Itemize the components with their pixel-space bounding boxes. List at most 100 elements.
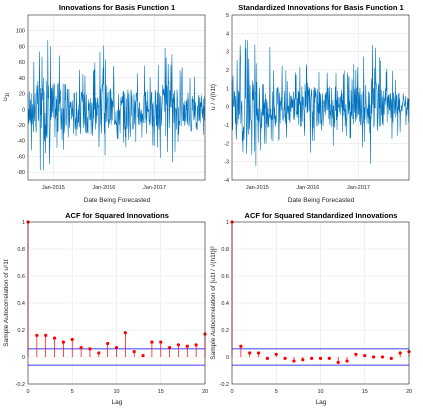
y-tick-label: 0.2 — [17, 328, 25, 334]
x-tick-label: 0 — [26, 389, 29, 395]
chart-title: Innovations for Basis Function 1 — [59, 3, 175, 12]
acf-marker — [327, 356, 331, 360]
y-axis-label: u / √(h1t) — [209, 84, 217, 110]
acf-marker — [265, 356, 269, 360]
acf-marker — [318, 356, 323, 360]
acf-marker — [88, 347, 92, 351]
x-tick-label: 10 — [113, 389, 119, 395]
acf-marker — [398, 351, 402, 355]
y-tick-label: 0.6 — [17, 274, 25, 280]
acf-marker — [79, 345, 83, 350]
chart-title: ACF for Squared Standardized Innovations — [245, 211, 398, 220]
y-tick-label: 60 — [19, 60, 25, 66]
acf-marker — [292, 359, 296, 363]
y-tick-label: 1 — [22, 220, 25, 226]
x-tick-label: 5 — [71, 389, 74, 395]
x-tick-label: 20 — [406, 389, 412, 395]
chart-title: ACF for Squared Innovations — [65, 211, 169, 220]
acf-marker — [35, 333, 39, 337]
acf-marker — [283, 356, 287, 360]
y-tick-label: 0.8 — [221, 247, 229, 253]
y-tick-label: 0 — [226, 355, 229, 361]
x-tick-label: 5 — [275, 389, 278, 395]
acf-marker — [310, 356, 314, 360]
y-tick-label: -40 — [17, 139, 25, 145]
tick-labels: -0.200.20.40.60.810 5 10 15 20 — [220, 220, 413, 395]
acf-marker — [159, 340, 163, 344]
y-tick-label: 0 — [22, 107, 25, 113]
x-tick-label: Jan-2017 — [143, 185, 166, 191]
y-tick-label: 0.2 — [221, 328, 229, 334]
y-tick-label: 0.4 — [221, 301, 229, 307]
x-tick-label: Jan-2016 — [296, 185, 319, 191]
y-tick-label: -20 — [17, 123, 25, 129]
acf-marker — [256, 351, 261, 355]
panel-acf-squared-standardized: ACF for Squared Standardized Innovations… — [209, 211, 412, 406]
plot-frame — [231, 14, 410, 181]
x-axis-label: Date Being Forecasted — [288, 197, 355, 204]
y-tick-label: 100 — [16, 29, 25, 35]
y-tick-label: -60 — [17, 154, 25, 160]
acf-marker — [61, 340, 65, 344]
series-line — [231, 39, 410, 166]
confidence-bounds — [232, 348, 409, 366]
acf-marker — [106, 341, 110, 346]
x-tick-label: Jan-2015 — [42, 185, 65, 191]
acf-marker — [345, 359, 349, 363]
x-tick-label: Jan-2017 — [347, 185, 370, 191]
y-tick-label: 1 — [226, 220, 229, 226]
y-tick-label: 80 — [19, 44, 25, 50]
series-line — [27, 40, 206, 171]
acf-marker — [194, 343, 198, 347]
y-tick-label: 0 — [226, 105, 229, 111]
x-tick-label: Jan-2015 — [246, 185, 269, 191]
acf-marker — [248, 351, 252, 355]
y-tick-label: -2 — [224, 141, 229, 147]
tick-labels: -80 -60 -40 -20 0 20 40 60 80 100 Jan-2015 Jan-2016… — [16, 29, 166, 191]
acf-marker — [52, 336, 57, 340]
x-tick-label: 15 — [158, 389, 164, 395]
x-tick-label: 0 — [230, 389, 233, 395]
tick-labels: -4 -3 -2 -1 0 1 2 3 4 5 Jan-2015 Jan-2016 Jan-2017 — [224, 13, 370, 191]
y-axis-label: Sample Autocorrelation of [u1t / √(h1t)]… — [209, 245, 217, 359]
y-tick-label: 20 — [19, 92, 25, 98]
x-axis-label: Date Being Forecasted — [84, 197, 151, 204]
x-tick-label: 15 — [362, 389, 368, 395]
acf-marker — [301, 358, 305, 362]
acf-marker — [239, 344, 243, 348]
y-tick-label: -1 — [224, 123, 229, 129]
y-axis-label: Sample Autocorrelation of u²1t — [3, 259, 10, 347]
acf-marker — [114, 345, 119, 350]
acf-marker — [389, 356, 393, 360]
y-tick-label: 0 — [22, 355, 25, 361]
plot-frame — [27, 221, 206, 385]
acf-marker — [141, 354, 145, 358]
acf-marker — [132, 350, 136, 354]
y-tick-label: 5 — [226, 13, 229, 19]
y-tick-label: 0.4 — [17, 301, 25, 307]
acf-marker — [168, 345, 172, 350]
chart-title: Standardized Innovations for Basis Funct… — [238, 3, 403, 12]
y-tick-label: 2 — [226, 68, 229, 74]
panel-standardized-innovations: Standardized Innovations for Basis Funct… — [209, 3, 410, 204]
x-tick-label: 10 — [317, 389, 323, 395]
plot-frame — [231, 221, 410, 385]
acf-marker — [274, 352, 278, 356]
panel-acf-squared-innovations: ACF for Squared Innovations -0.200.20.40… — [3, 211, 208, 406]
y-tick-label: -80 — [17, 170, 25, 176]
acf-marker — [123, 331, 127, 335]
y-axis-label-main: u — [2, 97, 9, 101]
acf-marker — [354, 352, 358, 356]
x-axis-label: Lag — [112, 399, 123, 406]
plot-frame — [27, 14, 206, 181]
acf-marker — [336, 360, 340, 364]
acf-marker — [44, 333, 48, 337]
acf-marker — [176, 343, 181, 347]
acf-marker — [150, 340, 154, 344]
tick-labels: -0.200.20.40.60.810 5 10 15 20 — [16, 220, 209, 395]
acf-marker — [363, 354, 367, 358]
y-tick-label: -0.2 — [16, 382, 25, 388]
acf-marker — [97, 351, 101, 355]
x-tick-label: Jan-2016 — [92, 185, 115, 191]
